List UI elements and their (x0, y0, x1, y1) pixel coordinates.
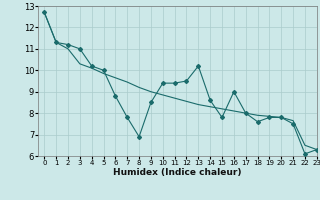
X-axis label: Humidex (Indice chaleur): Humidex (Indice chaleur) (113, 168, 242, 177)
